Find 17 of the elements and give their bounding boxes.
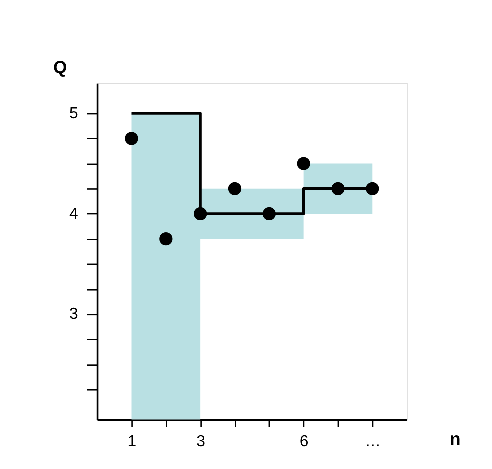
- x-tick-label: …: [365, 434, 382, 451]
- y-tick-label: 3: [69, 306, 78, 324]
- y-tick-label: 4: [69, 206, 78, 223]
- point: [125, 132, 138, 146]
- y-tick-label: 5: [69, 105, 78, 122]
- point: [297, 157, 310, 170]
- point: [332, 182, 345, 196]
- x-axis-title: n: [450, 428, 461, 449]
- x-tick-label: 6: [300, 434, 309, 451]
- x-tick-label: 1: [128, 434, 137, 451]
- point: [194, 207, 208, 221]
- x-tick-label: 3: [196, 434, 206, 451]
- point: [366, 182, 380, 196]
- y-axis-title: Q: [54, 57, 68, 78]
- point: [262, 207, 276, 221]
- point: [228, 182, 242, 196]
- point: [160, 232, 173, 246]
